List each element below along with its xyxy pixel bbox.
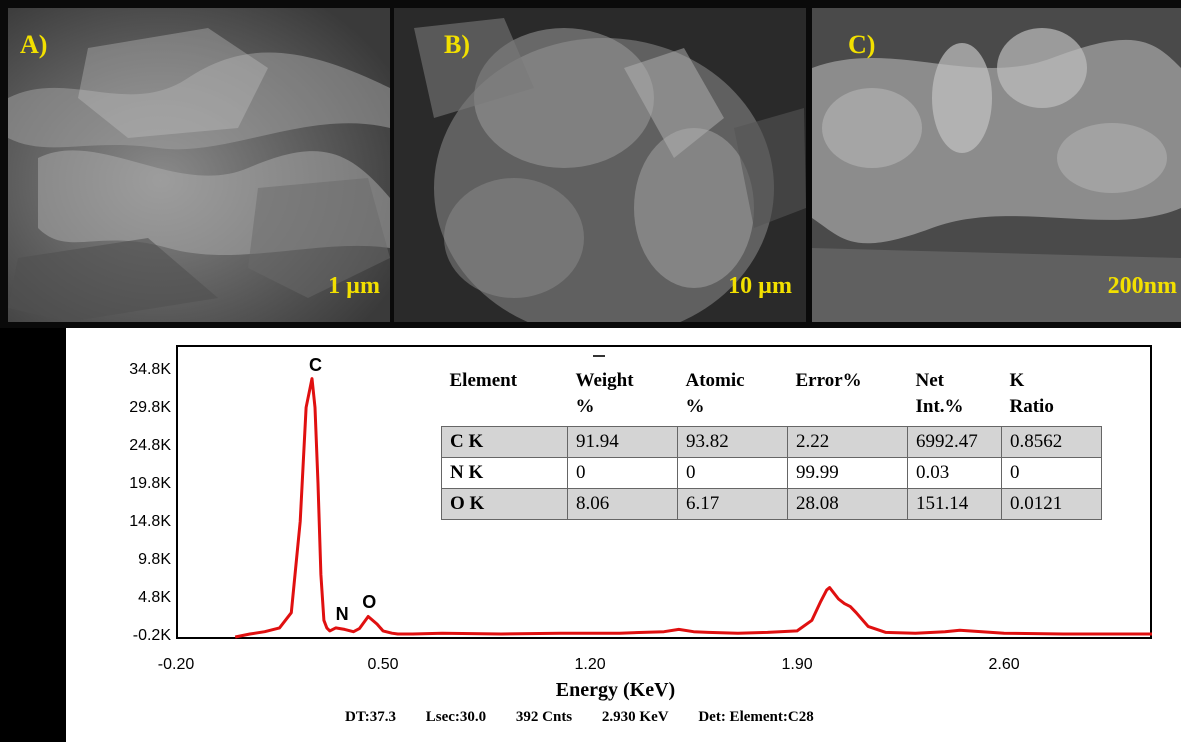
footer-kev: 2.930 KeV — [601, 709, 669, 725]
sem-panel-c: C) 200nm — [812, 8, 1181, 322]
peak-label-o: O — [362, 592, 377, 613]
peak-label-c: C — [309, 354, 322, 375]
acquisition-footer: DT:37.3 Lsec:30.0 392 Cnts 2.930 KeV Det… — [345, 709, 840, 726]
y-tick-label: 29.8K — [129, 399, 171, 416]
cell-net-int: 0.03 — [907, 457, 1002, 489]
scale-bar-label-a: 1 µm — [328, 273, 380, 299]
sem-image-c — [812, 8, 1181, 322]
x-tick-label: -0.20 — [157, 656, 195, 673]
cell-atomic: 6.17 — [677, 488, 788, 520]
cell-k-ratio: 0.8562 — [1001, 426, 1102, 458]
peak-label-n: N — [335, 603, 349, 624]
cell-k-ratio: 0 — [1001, 457, 1102, 489]
sem-image-a — [8, 8, 390, 322]
table-row: O K 8.06 6.17 28.08 151.14 0.0121 — [441, 488, 1102, 520]
x-tick-label: 0.50 — [367, 656, 399, 673]
table-row: N K 0 0 99.99 0.03 0 — [441, 457, 1102, 489]
y-tick-label: 9.8K — [138, 551, 171, 568]
cell-element: O K — [441, 488, 568, 520]
cell-atomic: 93.82 — [677, 426, 788, 458]
cell-error: 28.08 — [787, 488, 908, 520]
stray-mark — [593, 355, 605, 357]
y-tick-label: -0.2K — [132, 627, 171, 644]
y-tick-label: 14.8K — [129, 513, 171, 530]
table-header-row: Element Weight% Atomic% Error% Net Int.% … — [442, 366, 1102, 427]
sem-panel-b: B) 10 µm — [394, 8, 806, 322]
scale-bar-label-b: 10 µm — [728, 273, 792, 299]
footer-detector: Det: Element:C28 — [698, 709, 814, 725]
sem-image-b — [394, 8, 806, 322]
cell-weight: 91.94 — [567, 426, 678, 458]
cell-net-int: 151.14 — [907, 488, 1002, 520]
header-net-int: Net Int.% — [915, 370, 964, 417]
y-tick-label: 4.8K — [138, 589, 171, 606]
header-atomic: Atomic% — [685, 370, 745, 417]
y-axis-label: Contents — [45, 455, 68, 533]
panel-label-b: B) — [444, 30, 470, 59]
x-tick-label: 1.20 — [574, 656, 606, 673]
y-tick-label: 19.8K — [129, 475, 171, 492]
footer-lsec: Lsec:30.0 — [425, 709, 487, 725]
cell-k-ratio: 0.0121 — [1001, 488, 1102, 520]
x-tick-label: 1.90 — [781, 656, 813, 673]
cell-weight: 0 — [567, 457, 678, 489]
y-tick-label: 24.8K — [129, 437, 171, 454]
header-weight: Weight% — [575, 370, 634, 417]
header-error: Error% — [795, 370, 862, 391]
spectrum-line-0 — [234, 377, 1152, 639]
footer-counts: 392 Cnts — [515, 709, 573, 725]
sem-panel-a: A) 1 µm — [8, 8, 390, 322]
table-row: C K 91.94 93.82 2.22 6992.47 0.8562 — [441, 426, 1102, 458]
cell-element: C K — [441, 426, 568, 458]
x-axis-label: Energy (KeV) — [555, 679, 676, 701]
footer-dt: DT:37.3 — [345, 709, 396, 725]
x-tick-label: 2.60 — [988, 656, 1020, 673]
cell-error: 99.99 — [787, 457, 908, 489]
black-margin — [0, 328, 66, 742]
eds-composition-table: Element Weight% Atomic% Error% Net Int.% … — [441, 366, 1102, 520]
scale-bar-label-c: 200nm — [1107, 273, 1177, 299]
header-k-ratio: K Ratio — [1009, 370, 1054, 417]
sem-image-strip: A) 1 µm B) 10 µm C) 200nm — [0, 0, 1181, 328]
y-tick-label: 34.8K — [129, 361, 171, 378]
cell-element: N K — [441, 457, 568, 489]
cell-weight: 8.06 — [567, 488, 678, 520]
panel-label-a: A) — [20, 30, 48, 59]
header-element: Element — [449, 370, 518, 391]
cell-net-int: 6992.47 — [907, 426, 1002, 458]
eds-spectrum-chart — [234, 377, 1152, 639]
panel-label-c: C) — [848, 30, 876, 59]
cell-atomic: 0 — [677, 457, 788, 489]
cell-error: 2.22 — [787, 426, 908, 458]
